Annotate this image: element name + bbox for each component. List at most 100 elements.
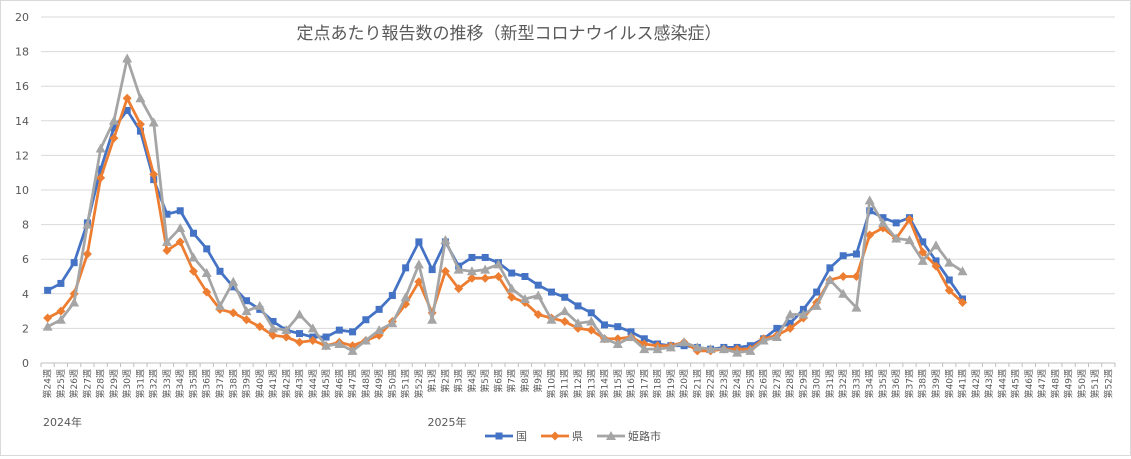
series-group: [42, 53, 968, 357]
x-tick-label: 第2週: [439, 369, 451, 393]
gridlines: [41, 16, 1115, 364]
y-tick-label: 14: [15, 115, 29, 128]
year-labels: 2024年 2025年: [43, 415, 467, 429]
data-point: [216, 267, 224, 275]
x-tick-label: 第1週: [426, 369, 438, 393]
data-point: [161, 236, 172, 246]
data-point: [440, 235, 451, 245]
data-point: [241, 306, 252, 316]
data-point: [334, 338, 345, 348]
chart-title: 定点あたり報告数の推移（新型コロナウイルス感染症）: [297, 24, 722, 44]
x-tick-label: 第22週: [705, 369, 717, 398]
x-tick-label: 第21週: [691, 369, 703, 398]
data-point: [467, 273, 477, 283]
data-point: [374, 325, 385, 335]
data-point: [852, 250, 860, 258]
data-point: [335, 326, 343, 334]
data-point: [745, 345, 756, 355]
y-tick-label: 12: [15, 149, 29, 162]
data-point: [189, 229, 197, 237]
x-tick-label: 第11週: [559, 369, 571, 398]
x-tick-label: 第35週: [187, 369, 199, 398]
data-point: [149, 169, 159, 179]
data-point: [799, 305, 807, 313]
data-point: [255, 322, 265, 332]
x-tick-label: 第29週: [797, 369, 809, 398]
x-tick-label: 第32週: [148, 369, 160, 398]
legend-item: 県: [541, 430, 583, 443]
x-tick-label: 第35週: [877, 369, 889, 398]
year-label: 2025年: [428, 415, 467, 429]
x-tick-label: 第15週: [612, 369, 624, 398]
x-tick-label: 第18週: [652, 369, 664, 398]
x-axis: 第24週 第25週 第26週 第27週 第28週 第29週 第30週 第31週 第32週 第33週…: [40, 363, 1116, 398]
data-point: [307, 323, 318, 333]
y-tick-label: 16: [15, 80, 29, 93]
x-tick-label: 第51週: [400, 369, 412, 398]
data-point: [453, 264, 464, 274]
data-point: [813, 288, 821, 296]
x-tick-label: 第43週: [294, 369, 306, 398]
x-tick-label: 第33週: [161, 369, 173, 398]
y-tick-label: 20: [15, 11, 29, 24]
data-point: [932, 257, 940, 265]
data-point: [57, 279, 65, 287]
data-point: [136, 127, 144, 135]
data-point: [135, 119, 145, 129]
data-point: [349, 328, 357, 336]
x-tick-label: 第36週: [201, 369, 213, 398]
x-tick-label: 第38週: [227, 369, 239, 398]
x-tick-label: 第16週: [625, 369, 637, 398]
data-point: [188, 252, 199, 262]
data-point: [295, 337, 305, 347]
data-point: [705, 344, 716, 354]
data-point: [440, 266, 450, 276]
data-point: [268, 323, 279, 333]
x-tick-label: 第49週: [1063, 369, 1075, 398]
x-tick-label: 第37週: [903, 369, 915, 398]
x-tick-label: 第24週: [731, 369, 743, 398]
data-point: [614, 323, 622, 331]
x-tick-label: 第19週: [665, 369, 677, 398]
data-point: [786, 319, 794, 327]
data-point: [428, 266, 436, 274]
data-point: [957, 266, 968, 276]
x-tick-label: 第40週: [943, 369, 955, 398]
data-point: [652, 344, 663, 354]
data-point: [785, 309, 796, 319]
x-tick-label: 第48週: [1049, 369, 1061, 398]
data-point: [838, 288, 849, 298]
x-tick-label: 第23週: [718, 369, 730, 398]
data-point: [203, 245, 211, 253]
data-point: [561, 293, 569, 301]
data-point: [640, 335, 648, 343]
x-tick-label: 第46週: [1023, 369, 1035, 398]
x-tick-label: 第20週: [678, 369, 690, 398]
data-point: [931, 261, 941, 271]
data-point: [904, 235, 915, 245]
data-point: [202, 287, 212, 297]
data-point: [122, 53, 133, 63]
data-point: [824, 274, 835, 284]
x-tick-label: 第12週: [572, 369, 584, 398]
data-point: [718, 344, 729, 354]
x-tick-label: 第34週: [174, 369, 186, 398]
data-point: [96, 173, 106, 183]
legend: 国 県 姫路市: [485, 429, 661, 443]
year-label: 2024年: [43, 415, 82, 429]
data-point: [82, 249, 92, 259]
data-point: [665, 342, 676, 352]
data-point: [574, 302, 582, 310]
data-point: [228, 308, 238, 318]
x-tick-label: 第41週: [267, 369, 279, 398]
data-point: [958, 297, 968, 307]
data-point: [110, 124, 118, 132]
data-point: [534, 281, 542, 289]
legend-label: 県: [572, 430, 583, 443]
data-point: [481, 253, 489, 261]
x-tick-label: 第30週: [811, 369, 823, 398]
x-tick-label: 第44週: [996, 369, 1008, 398]
data-point: [201, 268, 212, 278]
x-tick-label: 第49週: [373, 369, 385, 398]
